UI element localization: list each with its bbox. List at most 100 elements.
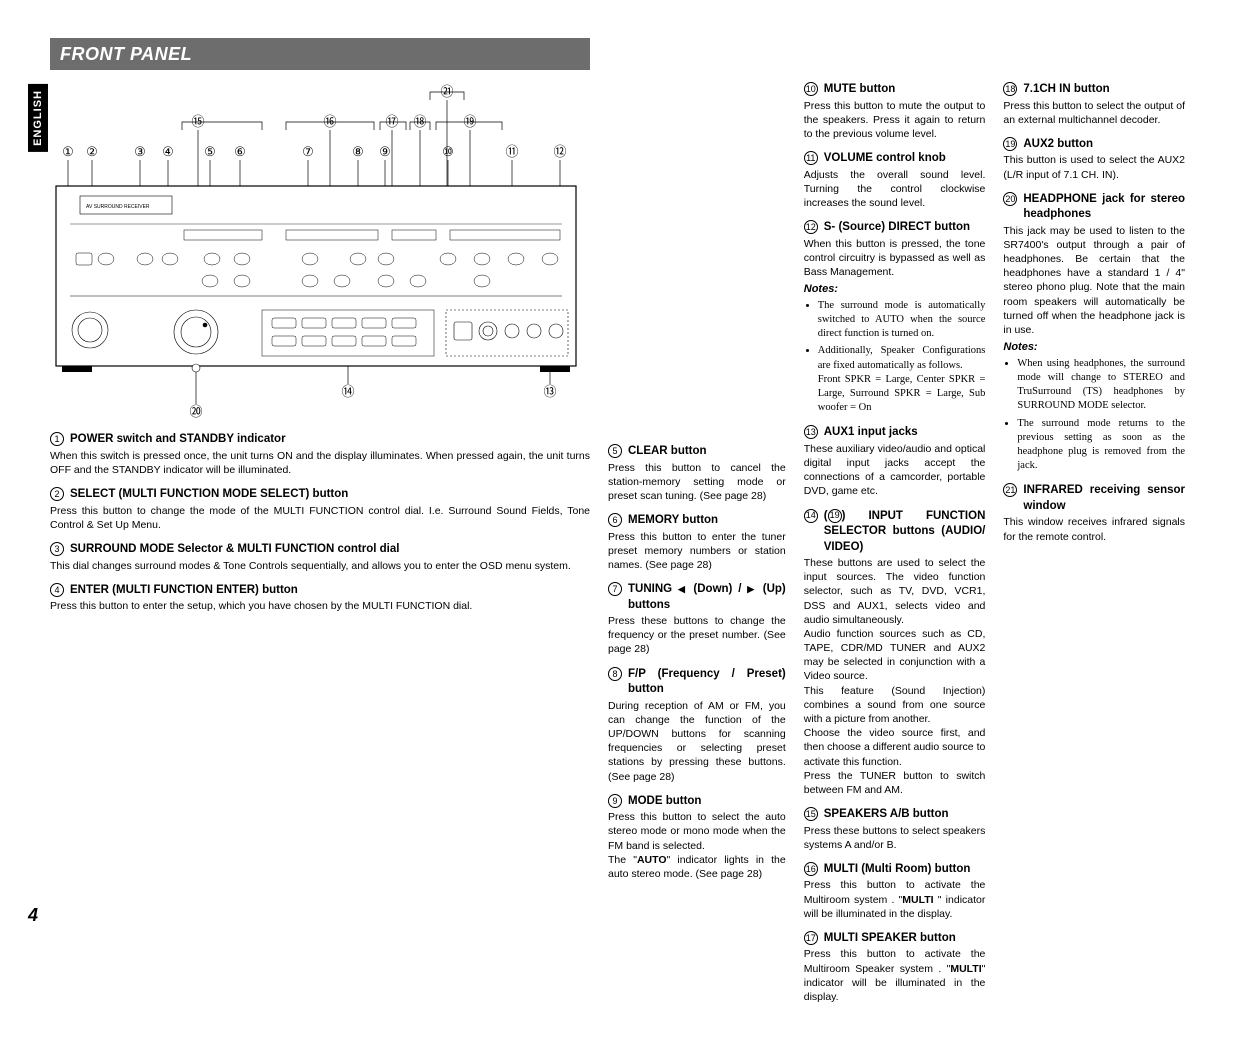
num-circle: 8 xyxy=(608,667,622,681)
item-body: These auxiliary video/audio and optical … xyxy=(804,442,986,499)
item-2: 2SELECT (MULTI FUNCTION MODE SELECT) but… xyxy=(50,487,590,532)
item-title: (19) INPUT FUNCTION SELECTOR buttons (AU… xyxy=(824,509,986,556)
item-title: TUNING ◀ (Down) / ▶ (Up) buttons xyxy=(628,582,786,613)
item-body: This dial changes surround modes & Tone … xyxy=(50,559,590,573)
svg-text:⑫: ⑫ xyxy=(553,144,566,159)
svg-text:⑥: ⑥ xyxy=(234,144,246,159)
item-body: Choose the video source first, and then … xyxy=(804,726,986,769)
item-title: 7.1CH IN button xyxy=(1023,82,1109,98)
num-circle: 18 xyxy=(1003,82,1017,96)
svg-text:⑯: ⑯ xyxy=(323,114,336,129)
svg-text:⑧: ⑧ xyxy=(352,144,364,159)
svg-text:⑨: ⑨ xyxy=(379,144,391,159)
num-circle: 15 xyxy=(804,807,818,821)
item-12: 12S- (Source) DIRECT button When this bu… xyxy=(804,220,986,415)
item-body: Press this button to mute the output to … xyxy=(804,99,986,142)
num-circle: 13 xyxy=(804,425,818,439)
item-14: 14 (19) INPUT FUNCTION SELECTOR buttons … xyxy=(804,509,986,798)
notes-list: When using headphones, the surround mode… xyxy=(1003,357,1185,473)
item-15: 15SPEAKERS A/B button Press these button… xyxy=(804,807,986,852)
item-body: These buttons are used to select the inp… xyxy=(804,556,986,627)
item-body: Press these buttons to select speakers s… xyxy=(804,824,986,852)
num-circle: 5 xyxy=(608,444,622,458)
item-body: Press this button to enter the setup, wh… xyxy=(50,599,590,613)
item-body: Audio function sources such as CD, TAPE,… xyxy=(804,627,986,684)
item-19: 19 AUX2 button This button is used to sel… xyxy=(1003,137,1185,182)
item-6: 6MEMORY button Press this button to ente… xyxy=(608,513,786,572)
num-circle: 17 xyxy=(804,931,818,945)
svg-text:⑦: ⑦ xyxy=(302,144,314,159)
svg-text:①: ① xyxy=(62,144,74,159)
item-body: This window receives infrared signals fo… xyxy=(1003,515,1185,543)
svg-text:②: ② xyxy=(86,144,98,159)
item-title: MODE button xyxy=(628,794,701,810)
svg-text:⑭: ⑭ xyxy=(341,384,354,399)
item-body: This button is used to select the AUX2 (… xyxy=(1003,153,1185,181)
item-7: 7 TUNING ◀ (Down) / ▶ (Up) buttons Press … xyxy=(608,582,786,657)
item-title: ENTER (MULTI FUNCTION ENTER) button xyxy=(70,583,298,599)
item-8: 8F/P (Frequency / Preset) button During … xyxy=(608,667,786,784)
page-content: FRONT PANEL ㉑ ⑮ ⑯ ⑰ ⑱ ⑲ ① ② ③ ④ xyxy=(0,0,1235,1044)
item-title: MEMORY button xyxy=(628,513,718,529)
item-11: 11VOLUME control knob Adjusts the overal… xyxy=(804,151,986,210)
svg-text:③: ③ xyxy=(134,144,146,159)
num-circle: 2 xyxy=(50,487,64,501)
item-title: AUX1 input jacks xyxy=(824,425,918,441)
num-circle: 19 xyxy=(1003,137,1017,151)
item-5: 5CLEAR button Press this button to cance… xyxy=(608,444,786,503)
item-3: 3SURROUND MODE Selector & MULTI FUNCTION… xyxy=(50,542,590,573)
svg-text:AV SURROUND RECEIVER: AV SURROUND RECEIVER xyxy=(86,204,150,210)
num-circle: 14 xyxy=(804,509,818,523)
svg-text:⑳: ⑳ xyxy=(189,404,202,418)
item-title: S- (Source) DIRECT button xyxy=(824,220,970,236)
item-body: When this button is pressed, the tone co… xyxy=(804,237,986,280)
item-title: HEADPHONE jack for stereo headphones xyxy=(1023,192,1185,223)
item-18: 187.1CH IN button Press this button to s… xyxy=(1003,82,1185,127)
item-17: 17MULTI SPEAKER button Press this button… xyxy=(804,931,986,1004)
num-circle: 6 xyxy=(608,513,622,527)
svg-text:⑩: ⑩ xyxy=(442,144,454,159)
item-body: Press the TUNER button to switch between… xyxy=(804,769,986,797)
item-1: 1POWER switch and STANDBY indicator When… xyxy=(50,432,590,477)
item-title: MULTI SPEAKER button xyxy=(824,931,956,947)
column-1: FRONT PANEL ㉑ ⑮ ⑯ ⑰ ⑱ ⑲ ① ② ③ ④ xyxy=(50,38,590,1014)
column-4: 187.1CH IN button Press this button to s… xyxy=(1003,38,1185,1014)
item-title: MULTI (Multi Room) button xyxy=(824,862,971,878)
item-16: 16MULTI (Multi Room) button Press this b… xyxy=(804,862,986,921)
item-body2: The "AUTO" indicator lights in the auto … xyxy=(608,853,786,881)
item-body: Press these buttons to change the freque… xyxy=(608,614,786,657)
diagram-svg: ㉑ ⑮ ⑯ ⑰ ⑱ ⑲ ① ② ③ ④ ⑤ ⑥ ⑦ ⑧ ⑨ xyxy=(50,78,590,418)
item-4: 4ENTER (MULTI FUNCTION ENTER) button Pre… xyxy=(50,583,590,614)
num-circle: 16 xyxy=(804,862,818,876)
item-title: AUX2 button xyxy=(1023,137,1093,153)
note-item: Additionally, Speaker Configurations are… xyxy=(818,344,986,415)
item-title: SURROUND MODE Selector & MULTI FUNCTION … xyxy=(70,542,399,558)
item-body: Press this button to select the auto ste… xyxy=(608,810,786,853)
num-circle: 7 xyxy=(608,582,622,596)
num-circle: 9 xyxy=(608,794,622,808)
item-title: POWER switch and STANDBY indicator xyxy=(70,432,286,448)
item-body: When this switch is pressed once, the un… xyxy=(50,449,590,477)
notes-list: The surround mode is automatically switc… xyxy=(804,299,986,415)
item-body: This jack may be used to listen to the S… xyxy=(1003,224,1185,337)
item-20: 20 HEADPHONE jack for stereo headphones T… xyxy=(1003,192,1185,474)
item-title: VOLUME control knob xyxy=(824,151,946,167)
item-10: 10MUTE button Press this button to mute … xyxy=(804,82,986,141)
item-title: CLEAR button xyxy=(628,444,707,460)
note-item: When using headphones, the surround mode… xyxy=(1017,357,1185,414)
item-9: 9 MODE button Press this button to select… xyxy=(608,794,786,881)
num-circle: 20 xyxy=(1003,192,1017,206)
notes-label: Notes: xyxy=(804,282,986,297)
notes-label: Notes: xyxy=(1003,340,1185,355)
column-2: 5CLEAR button Press this button to cance… xyxy=(608,38,786,1014)
num-circle: 21 xyxy=(1003,483,1017,497)
page-number: 4 xyxy=(28,905,38,926)
svg-text:⑮: ⑮ xyxy=(191,114,204,129)
item-body: During reception of AM or FM, you can ch… xyxy=(608,699,786,784)
svg-text:⑬: ⑬ xyxy=(543,384,556,399)
svg-text:④: ④ xyxy=(162,144,174,159)
svg-text:⑱: ⑱ xyxy=(413,114,426,129)
item-body: Adjusts the overall sound level. Turning… xyxy=(804,168,986,211)
item-body: Press this button to change the mode of … xyxy=(50,504,590,532)
item-body: This feature (Sound Injection) combines … xyxy=(804,684,986,727)
